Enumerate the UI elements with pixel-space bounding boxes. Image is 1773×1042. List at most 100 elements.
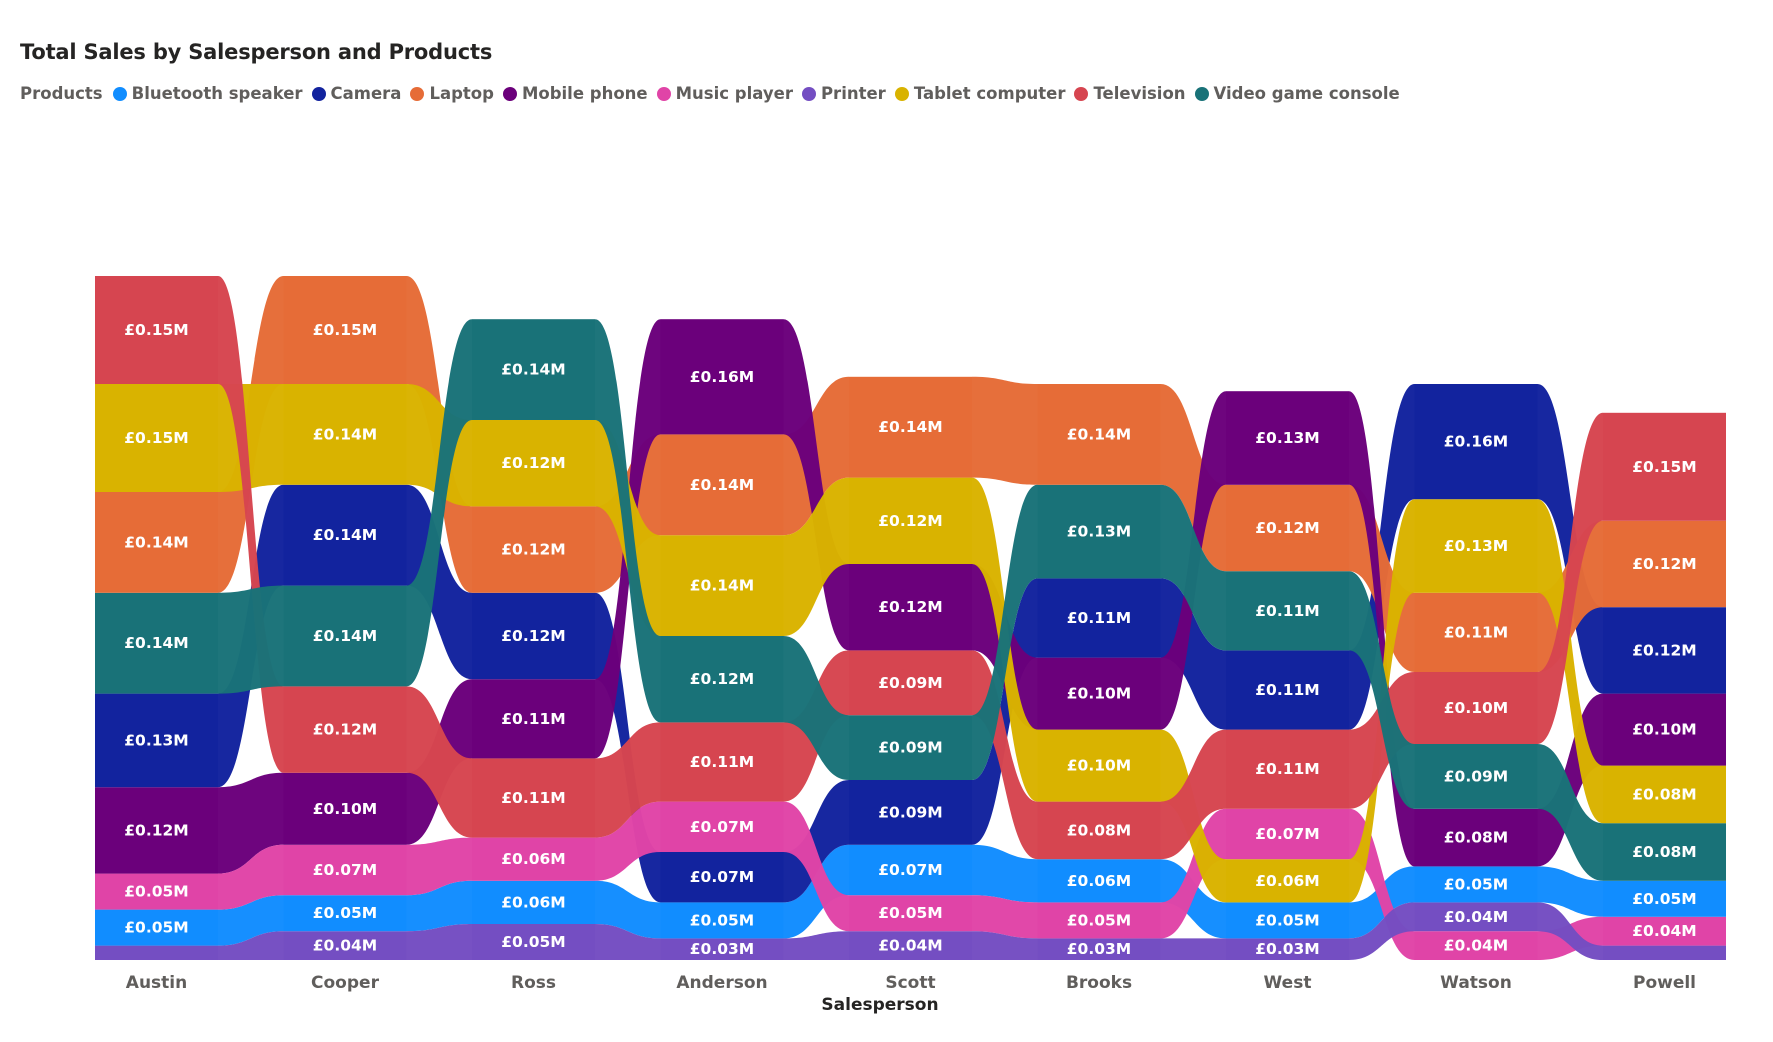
bar-segment-laptop[interactable] — [1603, 520, 1726, 608]
bar-segment-video-game-console[interactable] — [849, 715, 972, 780]
bar-segment-bluetooth-speaker[interactable] — [283, 895, 407, 932]
ribbon-music-player[interactable] — [218, 844, 284, 910]
ribbon-printer[interactable] — [1349, 902, 1415, 960]
ribbon-music-player[interactable] — [972, 895, 1038, 939]
bar-segment-mobile-phone[interactable] — [472, 679, 595, 759]
ribbon-music-player[interactable] — [406, 837, 473, 896]
ribbon-bluetooth-speaker[interactable] — [406, 880, 473, 932]
ribbon-video-game-console[interactable] — [1160, 484, 1227, 651]
ribbon-camera[interactable] — [406, 484, 473, 680]
bar-segment-television[interactable] — [1226, 729, 1349, 809]
legend-item-bluetooth-speaker[interactable]: Bluetooth speaker — [112, 84, 303, 103]
ribbon-printer[interactable] — [783, 931, 850, 960]
legend-item-camera[interactable]: Camera — [311, 84, 401, 103]
bar-segment-printer[interactable] — [660, 938, 784, 960]
bar-segment-video-game-console[interactable] — [1414, 744, 1538, 809]
ribbon-camera[interactable] — [972, 578, 1038, 845]
ribbon-laptop[interactable] — [972, 376, 1038, 485]
ribbon-bluetooth-speaker[interactable] — [218, 895, 284, 946]
ribbon-bluetooth-speaker[interactable] — [972, 844, 1038, 903]
bar-segment-printer[interactable] — [849, 931, 972, 960]
bar-segment-bluetooth-speaker[interactable] — [472, 880, 595, 924]
bar-segment-printer[interactable] — [472, 924, 595, 960]
bar-segment-tablet-computer[interactable] — [1414, 499, 1538, 593]
ribbon-mobile-phone[interactable] — [218, 772, 284, 874]
bar-segment-mobile-phone[interactable] — [660, 319, 784, 435]
bar-segment-tablet-computer[interactable] — [1603, 765, 1726, 824]
legend-item-video-game-console[interactable]: Video game console — [1194, 84, 1400, 103]
bar-segment-tablet-computer[interactable] — [1226, 859, 1349, 903]
ribbon-television[interactable] — [1349, 672, 1415, 809]
bar-segment-tablet-computer[interactable] — [472, 420, 595, 507]
bar-segment-laptop[interactable] — [1414, 592, 1538, 672]
bar-segment-printer[interactable] — [1603, 945, 1726, 960]
bar-segment-laptop[interactable] — [283, 276, 407, 384]
legend-item-printer[interactable]: Printer — [801, 84, 886, 103]
ribbon-music-player[interactable] — [783, 801, 850, 932]
bar-segment-bluetooth-speaker[interactable] — [660, 902, 784, 939]
bar-segment-video-game-console[interactable] — [95, 592, 218, 694]
bar-segment-laptop[interactable] — [849, 376, 972, 478]
ribbon-printer[interactable] — [1537, 902, 1604, 960]
bar-segment-video-game-console[interactable] — [660, 636, 784, 723]
bar-segment-tablet-computer[interactable] — [95, 384, 218, 492]
bar-segment-television[interactable] — [1037, 801, 1161, 860]
bar-segment-video-game-console[interactable] — [472, 319, 595, 420]
bar-segment-camera[interactable] — [1037, 578, 1161, 658]
ribbon-mobile-phone[interactable] — [1349, 391, 1415, 867]
bar-segment-music-player[interactable] — [95, 873, 218, 910]
bar-segment-television[interactable] — [849, 650, 972, 716]
bar-segment-mobile-phone[interactable] — [1226, 391, 1349, 485]
bar-segment-laptop[interactable] — [95, 492, 218, 593]
ribbon-television[interactable] — [595, 722, 661, 838]
bar-segment-laptop[interactable] — [472, 506, 595, 593]
bar-segment-music-player[interactable] — [472, 837, 595, 881]
ribbon-printer[interactable] — [406, 924, 473, 960]
ribbon-tablet-computer[interactable] — [783, 477, 850, 636]
ribbon-laptop[interactable] — [1160, 384, 1227, 572]
bar-segment-music-player[interactable] — [283, 844, 407, 896]
ribbon-camera[interactable] — [1537, 384, 1604, 694]
legend-item-television[interactable]: Television — [1074, 84, 1186, 103]
bar-segment-bluetooth-speaker[interactable] — [1414, 866, 1538, 903]
bar-segment-television[interactable] — [95, 276, 218, 384]
bar-segment-camera[interactable] — [472, 592, 595, 680]
ribbon-music-player[interactable] — [1160, 808, 1227, 939]
ribbon-printer[interactable] — [595, 924, 661, 960]
ribbon-tablet-computer[interactable] — [1537, 499, 1604, 824]
ribbon-video-game-console[interactable] — [595, 319, 661, 723]
bar-segment-printer[interactable] — [95, 945, 218, 960]
bar-segment-printer[interactable] — [1414, 902, 1538, 932]
bar-segment-mobile-phone[interactable] — [1037, 657, 1161, 730]
bar-segment-video-game-console[interactable] — [1037, 484, 1161, 579]
ribbon-printer[interactable] — [972, 931, 1038, 960]
bar-segment-mobile-phone[interactable] — [283, 772, 407, 845]
legend-item-laptop[interactable]: Laptop — [410, 84, 494, 103]
bar-segment-video-game-console[interactable] — [1226, 571, 1349, 651]
bar-segment-television[interactable] — [660, 722, 784, 802]
bar-segment-mobile-phone[interactable] — [1414, 808, 1538, 867]
legend-item-tablet-computer[interactable]: Tablet computer — [894, 84, 1065, 103]
legend-item-mobile-phone[interactable]: Mobile phone — [502, 84, 648, 103]
bar-segment-music-player[interactable] — [1037, 902, 1161, 939]
bar-segment-mobile-phone[interactable] — [95, 787, 218, 874]
bar-segment-camera[interactable] — [1226, 650, 1349, 730]
ribbon-television[interactable] — [1537, 412, 1604, 744]
ribbon-video-game-console[interactable] — [406, 319, 473, 687]
bar-segment-camera[interactable] — [1414, 384, 1538, 500]
ribbon-printer[interactable] — [218, 931, 284, 960]
bar-segment-camera[interactable] — [95, 693, 218, 788]
bar-segment-camera[interactable] — [849, 780, 972, 845]
legend-item-music-player[interactable]: Music player — [656, 84, 793, 103]
ribbon-printer[interactable] — [1160, 938, 1227, 960]
bar-segment-music-player[interactable] — [1226, 808, 1349, 860]
bar-segment-camera[interactable] — [283, 484, 407, 586]
bar-segment-tablet-computer[interactable] — [849, 477, 972, 564]
bar-segment-television[interactable] — [1414, 672, 1538, 744]
ribbon-video-game-console[interactable] — [218, 585, 284, 694]
bar-segment-television[interactable] — [472, 758, 595, 838]
ribbon-mobile-phone[interactable] — [1537, 693, 1604, 867]
bar-segment-printer[interactable] — [283, 931, 407, 960]
ribbon-tablet-computer[interactable] — [218, 384, 284, 492]
ribbon-video-game-console[interactable] — [972, 484, 1038, 780]
